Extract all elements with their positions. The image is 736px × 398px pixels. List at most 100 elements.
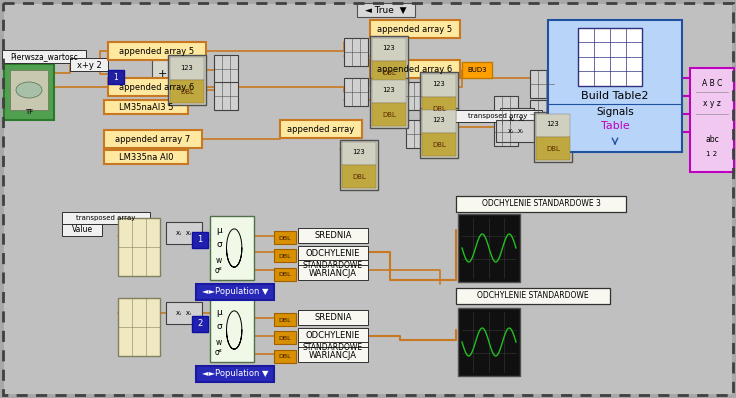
Text: STANDARDOWE: STANDARDOWE: [303, 261, 363, 271]
Bar: [494, 118, 518, 146]
Bar: [536, 137, 570, 160]
Bar: [530, 100, 554, 128]
Text: DBL: DBL: [279, 318, 291, 322]
Text: ◄►Population ▼: ◄►Population ▼: [202, 287, 268, 297]
Bar: [298, 347, 368, 362]
Text: appended array 6: appended array 6: [119, 82, 194, 92]
Text: x y z: x y z: [703, 100, 721, 109]
Text: xᵢ  xᵢ: xᵢ xᵢ: [509, 116, 525, 122]
Text: DBL: DBL: [279, 336, 291, 341]
Text: +: +: [158, 69, 166, 79]
Text: transposed array: transposed array: [77, 215, 135, 221]
Bar: [372, 80, 406, 103]
Text: DBL: DBL: [352, 174, 366, 180]
Bar: [298, 265, 368, 280]
Bar: [104, 130, 202, 148]
Text: BUD3: BUD3: [467, 67, 486, 73]
Bar: [108, 78, 206, 96]
Text: Value: Value: [71, 226, 93, 234]
Bar: [530, 70, 554, 98]
Bar: [578, 28, 642, 86]
Bar: [458, 308, 520, 376]
Bar: [500, 108, 534, 130]
Bar: [274, 313, 296, 326]
Text: appended array 5: appended array 5: [119, 47, 194, 55]
Bar: [166, 302, 202, 324]
Text: ODCHYLENIE: ODCHYLENIE: [306, 250, 360, 258]
Bar: [344, 38, 368, 66]
Bar: [170, 57, 204, 80]
Text: ODCHYLENIE STANDARDOWE: ODCHYLENIE STANDARDOWE: [477, 291, 589, 300]
Bar: [170, 80, 204, 103]
Text: abc: abc: [705, 135, 719, 144]
Bar: [372, 103, 406, 126]
Text: DBL: DBL: [546, 146, 560, 152]
Text: Table: Table: [601, 121, 629, 131]
Text: Build Table2: Build Table2: [581, 91, 648, 101]
Text: 123: 123: [353, 150, 365, 156]
Text: SREDNIA: SREDNIA: [314, 232, 352, 240]
Bar: [192, 316, 208, 332]
Text: σ²: σ²: [215, 348, 223, 357]
Text: Pierwsza_wartosc: Pierwsza_wartosc: [10, 53, 78, 62]
Text: xᵢ  xᵢ: xᵢ xᵢ: [509, 128, 523, 134]
Bar: [280, 120, 362, 138]
Text: σ²: σ²: [215, 266, 223, 275]
Bar: [458, 214, 520, 282]
Bar: [494, 96, 518, 124]
Bar: [536, 114, 570, 137]
Text: appended array 6: appended array 6: [378, 64, 453, 74]
Text: DBL: DBL: [180, 89, 194, 95]
Bar: [548, 20, 682, 152]
Bar: [274, 231, 296, 244]
Bar: [344, 78, 368, 106]
Ellipse shape: [16, 82, 42, 98]
Text: xᵢ  xᵢ: xᵢ xᵢ: [177, 230, 191, 236]
Bar: [422, 110, 456, 133]
Text: x+y 2: x+y 2: [77, 60, 102, 70]
Text: 123: 123: [180, 64, 194, 70]
Text: DBL: DBL: [279, 236, 291, 240]
Text: ODCHYLENIE: ODCHYLENIE: [306, 332, 360, 341]
Text: TF: TF: [25, 109, 33, 115]
Text: 123: 123: [433, 117, 445, 123]
Bar: [118, 298, 160, 356]
Bar: [62, 212, 150, 224]
Text: appended array 5: appended array 5: [378, 25, 453, 33]
Text: A B C: A B C: [702, 80, 722, 88]
Bar: [210, 216, 254, 280]
Bar: [420, 108, 458, 158]
Bar: [370, 60, 460, 78]
Bar: [70, 58, 108, 71]
Text: WARIANCJA: WARIANCJA: [309, 269, 357, 277]
Text: 123: 123: [383, 45, 395, 51]
Text: DBL: DBL: [432, 142, 446, 148]
Bar: [462, 62, 492, 78]
Bar: [422, 74, 456, 97]
Bar: [196, 284, 274, 300]
Bar: [340, 140, 378, 190]
Text: 123: 123: [547, 121, 559, 127]
Bar: [210, 298, 254, 362]
Text: ODCHYLENIE STANDARDOWE 3: ODCHYLENIE STANDARDOWE 3: [481, 199, 601, 209]
Text: DBL: DBL: [279, 273, 291, 277]
Bar: [454, 110, 542, 122]
Bar: [456, 288, 610, 304]
Text: LM35naAI3 5: LM35naAI3 5: [118, 103, 173, 111]
Text: μ: μ: [216, 308, 222, 316]
Text: STANDARDOWE: STANDARDOWE: [303, 343, 363, 353]
Text: σ: σ: [216, 322, 222, 331]
Text: DBL: DBL: [279, 254, 291, 258]
Bar: [298, 228, 368, 243]
Text: DBL: DBL: [432, 106, 446, 112]
Bar: [372, 38, 406, 61]
Bar: [196, 366, 274, 382]
Bar: [534, 112, 572, 162]
Bar: [214, 82, 238, 110]
Bar: [298, 260, 368, 271]
Bar: [420, 72, 458, 122]
Text: σ: σ: [216, 240, 222, 249]
Bar: [192, 232, 208, 248]
Bar: [214, 55, 238, 83]
Bar: [62, 224, 102, 236]
